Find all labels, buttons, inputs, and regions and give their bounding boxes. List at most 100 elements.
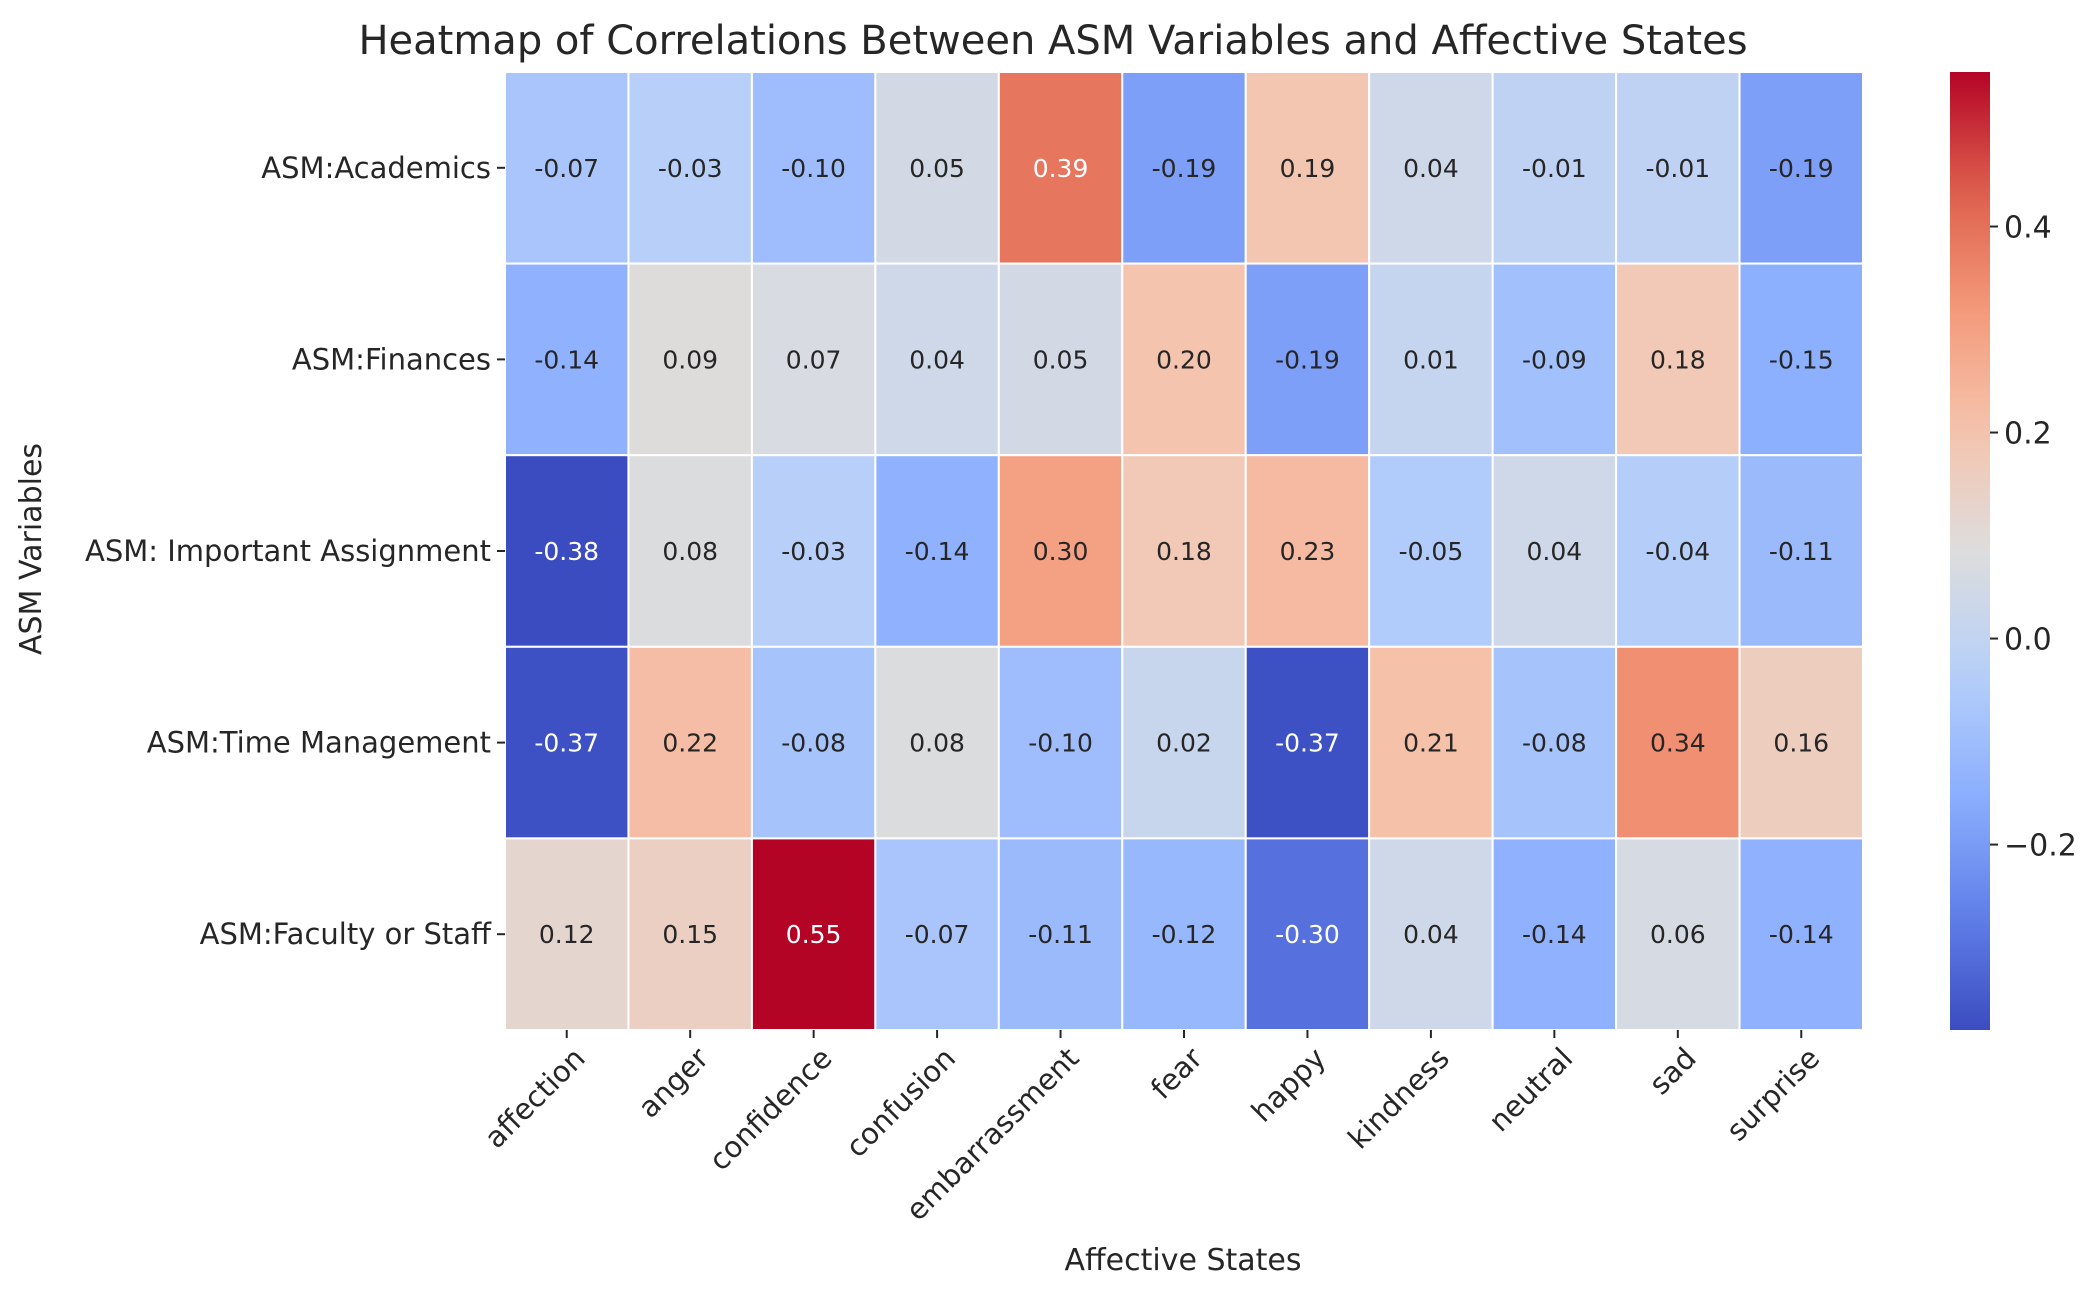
cell-value-label: -0.14 — [1769, 920, 1834, 949]
cell-value-label: -0.10 — [781, 154, 846, 183]
heatmap-cell — [1491, 262, 1618, 457]
heatmap-cell — [1121, 837, 1247, 1032]
cell-value-label: -0.03 — [781, 537, 846, 566]
heatmap-cell — [1244, 837, 1371, 1032]
cell-value-label: -0.11 — [1769, 537, 1834, 566]
column-label: sad — [1642, 1041, 1702, 1101]
cell-value-label: 0.39 — [1033, 154, 1089, 183]
cell-value-label: 0.08 — [662, 537, 718, 566]
cell-value-label: -0.37 — [534, 729, 599, 758]
row-labels: ASM:Academics ASM:Finances ASM: Important … — [85, 151, 505, 951]
heatmap-cell — [627, 71, 753, 265]
cell-value-label: 0.23 — [1280, 537, 1336, 566]
cell-value-label: -0.14 — [1522, 920, 1587, 949]
heatmap-cell — [874, 645, 1000, 840]
colorbar-gradient — [1950, 72, 1990, 1030]
heatmap-cell — [504, 71, 630, 265]
row-label: ASM:Time Management — [147, 726, 491, 760]
heatmap-cell — [627, 837, 753, 1032]
heatmap-cell — [1738, 454, 1864, 648]
x-axis-label: Affective States — [1064, 1243, 1301, 1278]
colorbar-tick-label: 0.0 — [2004, 623, 2052, 658]
cell-value-label: -0.08 — [781, 729, 846, 758]
column-label: surprise — [1720, 1041, 1827, 1148]
heatmap-cell — [1368, 71, 1494, 265]
cell-value-label: -0.37 — [1275, 729, 1340, 758]
heatmap-cell — [1491, 454, 1618, 648]
cell-value-label: -0.38 — [534, 537, 599, 566]
heatmap-cell — [750, 837, 877, 1032]
cell-value-label: 0.21 — [1403, 729, 1459, 758]
cell-value-label: 0.08 — [909, 729, 965, 758]
column-label: anger — [631, 1041, 715, 1125]
colorbar: 0.4 0.2 0.0 −0.2 — [1950, 72, 2077, 1030]
column-label: kindness — [1341, 1041, 1456, 1156]
row-label: ASM:Academics — [261, 151, 491, 185]
cell-value-label: -0.03 — [658, 154, 723, 183]
heatmap-cell — [750, 262, 877, 457]
cell-value-label: -0.15 — [1769, 345, 1834, 374]
cell-value-label: 0.16 — [1773, 729, 1829, 758]
cell-value-label: -0.12 — [1152, 920, 1217, 949]
cell-value-label: -0.19 — [1275, 345, 1340, 374]
cell-value-label: 0.07 — [786, 345, 842, 374]
cell-value-label: -0.09 — [1522, 345, 1587, 374]
heatmap-cell — [1491, 837, 1618, 1032]
cell-value-label: -0.14 — [905, 537, 970, 566]
heatmap-cell — [997, 262, 1124, 457]
heatmap-cell — [1738, 645, 1864, 840]
cell-value-label: 0.05 — [1033, 345, 1089, 374]
cell-value-label: -0.10 — [1028, 729, 1093, 758]
column-label: fear — [1144, 1041, 1209, 1106]
heatmap-cell — [750, 454, 877, 648]
row-label: ASM:Finances — [292, 342, 491, 376]
heatmap-cell — [1615, 71, 1741, 265]
cell-value-label: 0.34 — [1650, 729, 1706, 758]
heatmap-cell — [997, 454, 1124, 648]
heatmap-cell — [1244, 262, 1371, 457]
colorbar-tick-label: 0.2 — [2004, 417, 2052, 452]
cell-value-label: 0.02 — [1156, 729, 1212, 758]
column-label: happy — [1245, 1041, 1333, 1129]
cell-value-label: 0.30 — [1033, 537, 1089, 566]
heatmap-cell — [997, 645, 1124, 840]
heatmap-cell — [1615, 262, 1741, 457]
heatmap-cells: -0.07 -0.03 -0.10 0.05 0.39 -0.19 0.19 0.04 -0.0… — [504, 71, 1864, 1032]
heatmap-cell — [504, 454, 630, 648]
colorbar-tick-label: −0.2 — [2004, 829, 2077, 864]
chart-title: Heatmap of Correlations Between ASM Vari… — [358, 18, 1747, 64]
heatmap-cell — [750, 645, 877, 840]
heatmap-cell — [874, 837, 1000, 1032]
row-label: ASM:Faculty or Staff — [200, 917, 492, 951]
cell-value-label: 0.09 — [662, 345, 718, 374]
cell-value-label: 0.05 — [909, 154, 965, 183]
cell-value-label: -0.19 — [1769, 154, 1834, 183]
heatmap-cell — [504, 262, 630, 457]
cell-value-label: -0.01 — [1645, 154, 1710, 183]
column-label: neutral — [1482, 1041, 1579, 1138]
heatmap-cell — [997, 71, 1124, 265]
heatmap-cell — [627, 645, 753, 840]
heatmap-cell — [1491, 645, 1618, 840]
cell-value-label: -0.11 — [1028, 920, 1093, 949]
heatmap-cell — [1121, 71, 1247, 265]
cell-value-label: 0.55 — [786, 920, 842, 949]
row-label: ASM: Important Assignment — [85, 534, 491, 568]
heatmap-cell — [1121, 645, 1247, 840]
heatmap-cell — [627, 262, 753, 457]
heatmap-cell — [1615, 837, 1741, 1032]
cell-value-label: -0.19 — [1152, 154, 1217, 183]
cell-value-label: 0.01 — [1403, 345, 1459, 374]
heatmap-cell — [1738, 837, 1864, 1032]
cell-value-label: -0.08 — [1522, 729, 1587, 758]
column-label: confidence — [702, 1041, 838, 1177]
heatmap-cell — [1121, 454, 1247, 648]
cell-value-label: 0.22 — [662, 729, 718, 758]
heatmap-cell — [1738, 262, 1864, 457]
y-axis-label: ASM Variables — [14, 443, 49, 655]
heatmap-cell — [1244, 645, 1371, 840]
heatmap-cell — [504, 837, 630, 1032]
cell-value-label: 0.04 — [1403, 920, 1459, 949]
